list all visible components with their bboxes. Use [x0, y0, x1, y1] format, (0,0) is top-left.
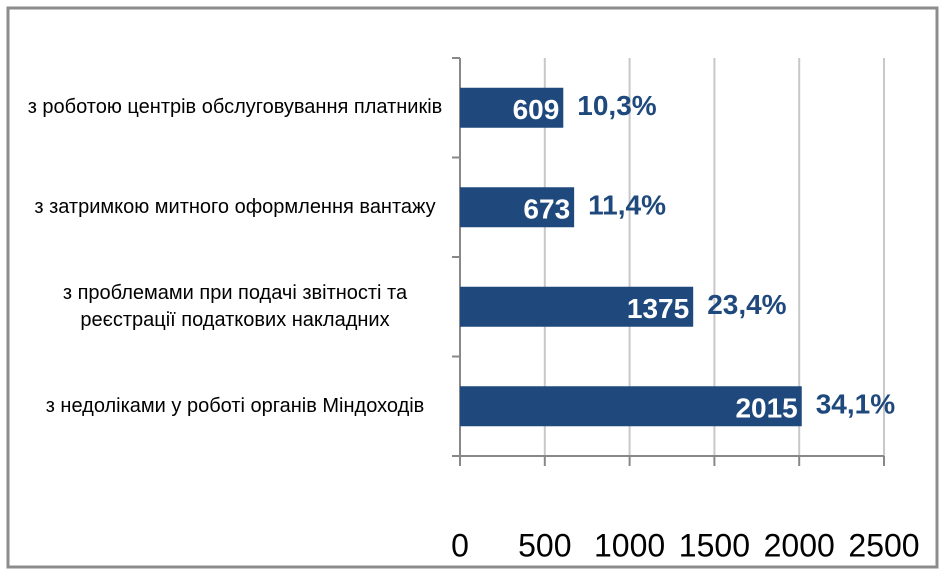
x-tick-label: 2500 [848, 527, 919, 563]
percent-label: 10,3% [577, 90, 656, 121]
percent-label: 34,1% [816, 389, 895, 420]
bar [460, 286, 694, 327]
bar-value-label: 2015 [735, 393, 797, 424]
bar-value-label: 1375 [627, 293, 689, 324]
frame [6, 6, 939, 569]
x-tick-label: 2000 [764, 527, 835, 563]
category-label: з затримкою митного оформлення вантажу [34, 195, 436, 218]
category-label: з роботою центрів обслуговування платник… [27, 96, 443, 119]
bar [460, 386, 802, 427]
bar-value-label: 673 [523, 194, 570, 225]
x-tick-label: 1500 [679, 527, 750, 563]
bar-value-label: 609 [513, 94, 560, 125]
percent-label: 23,4% [707, 289, 786, 320]
x-tick-label: 500 [518, 527, 571, 563]
category-label: з недоліками у роботі органів Міндоходів [45, 394, 425, 417]
x-tick-label: 0 [451, 527, 469, 563]
bar [460, 87, 564, 128]
x-tick-label: 1000 [594, 527, 665, 563]
percent-label: 11,4% [588, 190, 666, 221]
category-label: з проблемами при подачі звітності та реє… [62, 281, 408, 331]
bar [460, 187, 575, 228]
